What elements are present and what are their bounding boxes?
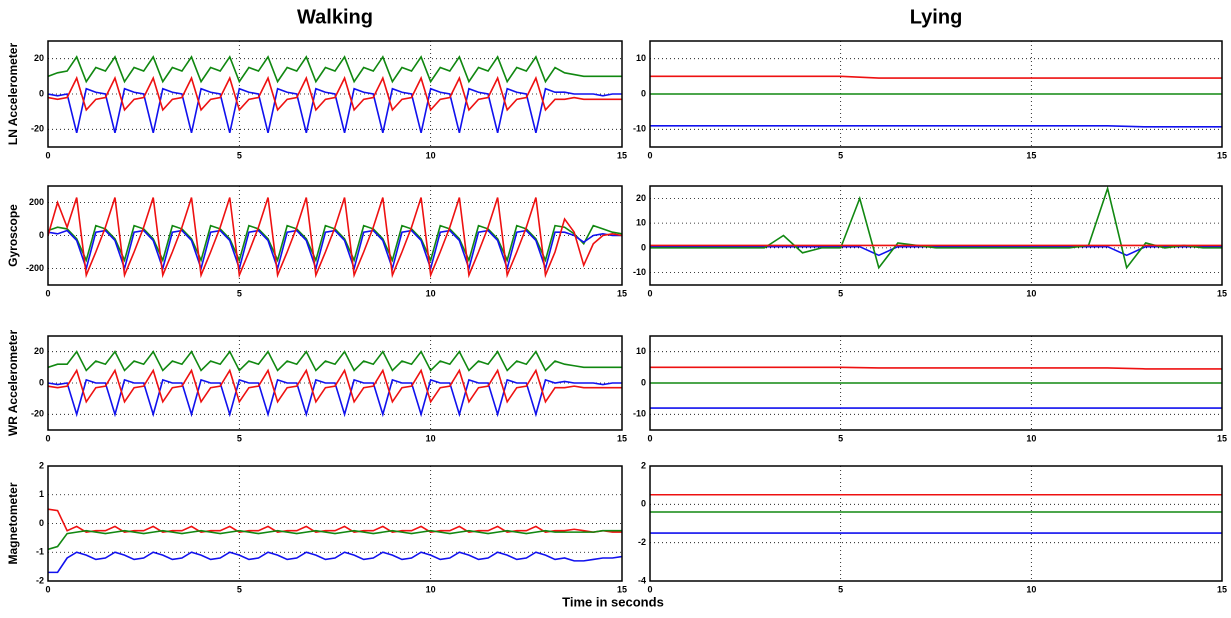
panel-frame [47,185,623,286]
y-tick-label: 2 [641,460,646,470]
x-tick-label: 0 [647,584,652,594]
y-tick-label: -2 [638,537,646,547]
x-tick-label: 15 [617,584,627,594]
panel-frame [47,465,623,582]
series-line [650,366,1222,370]
series-line [48,75,622,112]
y-axis-label: Magnetometer [6,482,20,564]
series-line [48,378,622,418]
y-axis-label: WR Accelerometer [6,330,20,437]
series-line [650,75,1222,79]
x-tick-label: 0 [45,288,50,298]
y-tick-label: 0 [641,242,646,252]
y-tick-label: -20 [31,409,44,419]
y-tick-label: 10 [636,346,646,356]
x-tick-label: 10 [1026,288,1036,298]
series-line [650,245,1222,257]
x-tick-label: 5 [237,584,242,594]
x-tick-label: 10 [1026,584,1036,594]
y-tick-label: -200 [26,263,44,273]
x-tick-label: 5 [237,288,242,298]
x-tick-label: 5 [237,433,242,443]
x-tick-label: 15 [1217,288,1227,298]
y-tick-label: 1 [39,489,44,499]
y-tick-label: -10 [633,409,646,419]
panel-frame [649,40,1223,148]
series-line [48,55,622,84]
x-tick-label: 5 [838,584,843,594]
x-tick-label: 5 [838,433,843,443]
y-tick-label: 0 [641,377,646,387]
y-tick-label: 0 [39,230,44,240]
x-tick-label: 15 [617,433,627,443]
y-tick-label: 0 [39,88,44,98]
series-line [650,125,1222,128]
series-line [48,529,622,551]
y-tick-label: 2 [39,460,44,470]
panel-frame [47,40,623,148]
x-tick-label: 10 [426,433,436,443]
y-tick-label: 20 [34,346,44,356]
x-tick-label: 10 [426,288,436,298]
y-axis-label: Gyroscope [6,204,20,267]
y-tick-label: -2 [36,575,44,585]
panel-frame [649,185,1223,286]
series-line [48,197,622,279]
y-tick-label: -10 [633,124,646,134]
y-tick-label: -20 [31,124,44,134]
panel-title: Lying [910,6,963,28]
y-tick-label: -4 [638,575,646,585]
series-line [650,186,1222,270]
x-tick-label: 0 [647,288,652,298]
x-tick-label: 0 [647,150,652,160]
x-tick-label: 0 [45,584,50,594]
y-tick-label: 0 [641,499,646,509]
x-tick-label: 15 [617,288,627,298]
x-tick-label: 10 [1026,433,1036,443]
x-tick-label: 0 [45,433,50,443]
panel-frame [649,335,1223,431]
x-tick-label: 15 [1217,584,1227,594]
panel-frame [47,335,623,431]
x-tick-label: 10 [426,150,436,160]
y-tick-label: 200 [29,197,44,207]
y-tick-label: 20 [34,53,44,63]
panel-frame [649,465,1223,582]
x-tick-label: 0 [647,433,652,443]
panel-title: Walking [297,6,373,28]
x-tick-label: 15 [1217,433,1227,443]
series-line [48,350,622,372]
series-line [48,87,622,134]
y-tick-label: 0 [39,377,44,387]
y-tick-label: -1 [36,547,44,557]
series-line [48,368,622,404]
x-tick-label: 5 [838,288,843,298]
y-tick-label: 0 [641,88,646,98]
series-line [48,229,622,272]
x-tick-label: 5 [838,150,843,160]
y-tick-label: -10 [633,267,646,277]
series-line [48,508,622,533]
x-tick-label: 15 [617,150,627,160]
y-tick-label: 10 [636,53,646,63]
x-tick-label: 15 [1026,150,1036,160]
y-tick-label: 0 [39,518,44,528]
series-line [48,551,622,574]
x-axis-label: Time in seconds [562,594,664,609]
x-tick-label: 10 [426,584,436,594]
y-tick-label: 10 [636,218,646,228]
y-axis-label: LN Accelerometer [6,43,20,146]
y-tick-label: 20 [636,193,646,203]
x-tick-label: 5 [237,150,242,160]
x-tick-label: 0 [45,150,50,160]
x-tick-label: 15 [1217,150,1227,160]
